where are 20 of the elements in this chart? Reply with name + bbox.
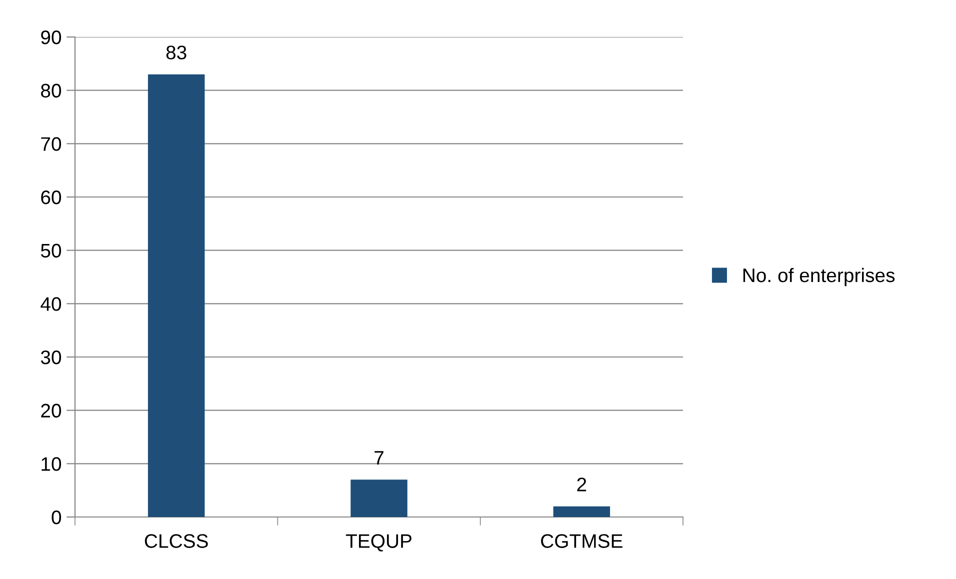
x-tick-label: CGTMSE xyxy=(541,534,622,548)
y-tick-label: 50 xyxy=(40,244,62,258)
data-label: 83 xyxy=(166,46,186,60)
data-label: 7 xyxy=(374,451,384,465)
legend-label: No. of enterprises xyxy=(743,268,895,286)
y-tick-label: 90 xyxy=(41,30,62,44)
x-tick-label: CLCSS xyxy=(144,534,208,548)
y-tick-label: 80 xyxy=(41,84,62,98)
y-tick-label: 20 xyxy=(41,404,62,418)
y-tick-label: 40 xyxy=(40,297,62,311)
y-tick-label: 60 xyxy=(41,190,62,204)
y-tick-label: 70 xyxy=(41,137,62,151)
bar xyxy=(350,480,408,517)
data-label: 2 xyxy=(577,478,586,492)
x-tick-label: TEQUP xyxy=(346,534,412,552)
bar xyxy=(553,506,610,517)
bar xyxy=(148,74,205,517)
y-tick-label: 10 xyxy=(42,457,62,471)
y-tick-label: 0 xyxy=(52,510,62,524)
y-tick-label: 30 xyxy=(40,350,62,364)
